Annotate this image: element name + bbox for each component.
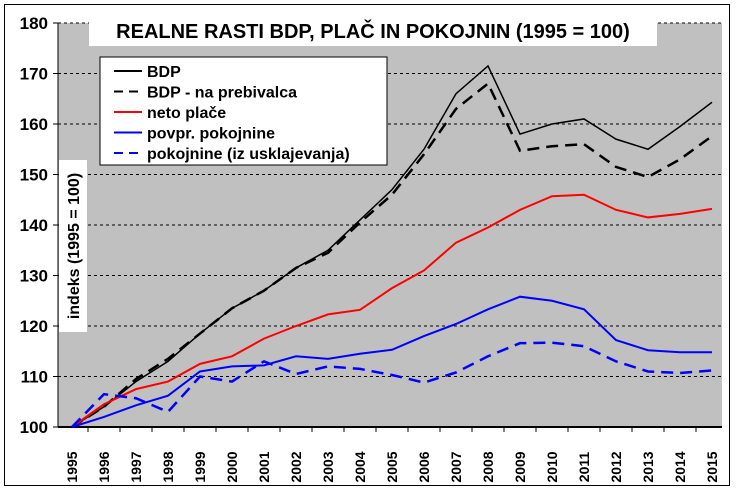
x-tick-label: 2007 xyxy=(448,451,464,482)
legend-label: povpr. pokojnine xyxy=(147,126,275,143)
x-tick-label: 2001 xyxy=(256,451,272,482)
chart-frame xyxy=(4,4,730,486)
x-tick-label: 1999 xyxy=(192,451,208,482)
x-tick-label: 2003 xyxy=(320,451,336,482)
y-tick-label: 150 xyxy=(20,166,48,185)
y-tick-label: 130 xyxy=(20,267,48,286)
x-tick-label: 2010 xyxy=(544,451,560,482)
x-tick-label: 2015 xyxy=(704,451,720,482)
x-tick-label: 2002 xyxy=(288,451,304,482)
y-axis-label: indeks (1995 = 100) xyxy=(66,173,83,319)
x-tick-label: 2006 xyxy=(416,451,432,482)
x-tick-label: 2012 xyxy=(608,451,624,482)
legend-label: pokojnine (iz usklajevanja) xyxy=(147,146,350,163)
x-tick-label: 2014 xyxy=(672,451,688,482)
x-tick-label: 2011 xyxy=(576,452,592,483)
x-tick-label: 1996 xyxy=(96,451,112,482)
x-tick-label: 1998 xyxy=(160,451,176,482)
chart-title: REALNE RASTI BDP, PLAČ IN POKOJNIN (1995… xyxy=(116,19,630,43)
x-tick-label: 2009 xyxy=(512,451,528,482)
x-tick-label: 1997 xyxy=(128,451,144,482)
legend xyxy=(99,56,388,166)
y-tick-label: 110 xyxy=(21,368,48,387)
x-tick-label: 2013 xyxy=(640,451,656,482)
legend-label: BDP - na prebivalca xyxy=(147,85,297,102)
x-tick-label: 1995 xyxy=(64,451,80,482)
x-tick-label: 2008 xyxy=(480,451,496,482)
y-tick-label: 140 xyxy=(20,216,48,235)
y-tick-label: 100 xyxy=(20,418,48,437)
y-tick-label: 160 xyxy=(20,115,48,134)
x-tick-label: 2004 xyxy=(352,451,368,482)
series-line-1 xyxy=(71,81,713,429)
y-tick-label: 120 xyxy=(20,317,48,336)
y-tick-label: 180 xyxy=(20,14,48,33)
title-box xyxy=(89,15,657,46)
legend-label: BDP xyxy=(147,64,181,81)
x-tick-label: 2000 xyxy=(224,451,240,482)
y-tick-label: 170 xyxy=(20,65,48,84)
legend-label: neto plače xyxy=(147,105,226,122)
y-axis-label-box xyxy=(59,160,87,332)
x-tick-label: 2005 xyxy=(384,451,400,482)
